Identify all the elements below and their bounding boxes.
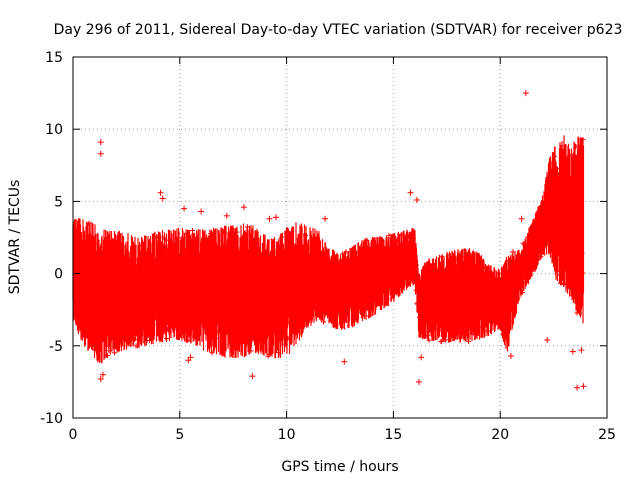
outlier-point bbox=[507, 352, 514, 359]
axes: 0 5 10 15 20 25 -10 -5 0 5 10 15 bbox=[40, 50, 616, 443]
data-point bbox=[466, 338, 471, 344]
outlier-point bbox=[580, 383, 587, 390]
outlier-point bbox=[416, 378, 423, 385]
x-tick-label: 20 bbox=[491, 427, 509, 443]
x-tick-label: 10 bbox=[278, 427, 296, 443]
data-point bbox=[279, 234, 284, 240]
data-point bbox=[234, 229, 240, 235]
outlier-point bbox=[266, 215, 273, 222]
x-tick-label: 5 bbox=[175, 427, 184, 443]
outlier-point bbox=[181, 205, 188, 212]
outlier-point bbox=[574, 384, 581, 391]
y-axis-label: SDTVAR / TECUs bbox=[7, 180, 23, 295]
y-tick-label: 10 bbox=[45, 122, 63, 138]
outlier-point bbox=[198, 208, 205, 215]
outlier-point bbox=[223, 212, 230, 219]
data-point bbox=[164, 335, 169, 341]
outlier-point bbox=[418, 354, 425, 361]
x-axis-label: GPS time / hours bbox=[281, 459, 398, 475]
outlier-point bbox=[544, 337, 551, 344]
plot-frame bbox=[72, 56, 608, 419]
outlier-point bbox=[522, 90, 529, 97]
outlier-point bbox=[99, 371, 106, 378]
outlier-point bbox=[249, 373, 256, 380]
data-point bbox=[190, 228, 195, 234]
chart-title: Day 296 of 2011, Sidereal Day-to-day VTE… bbox=[54, 22, 623, 38]
data-point bbox=[520, 289, 525, 295]
outlier-point bbox=[157, 189, 164, 196]
y-tick-label: 5 bbox=[54, 194, 63, 210]
outlier-point bbox=[413, 196, 420, 203]
y-tick-label: 0 bbox=[54, 267, 63, 283]
data-point bbox=[558, 280, 563, 286]
outlier-point bbox=[407, 189, 414, 196]
outlier-point bbox=[578, 347, 585, 354]
outlier-point bbox=[97, 150, 104, 157]
outlier-point bbox=[569, 348, 576, 355]
outlier-point bbox=[159, 195, 166, 202]
outlier-point bbox=[510, 248, 517, 255]
data-point bbox=[112, 350, 117, 356]
outlier-point bbox=[97, 376, 104, 383]
data-point bbox=[105, 353, 110, 359]
outlier-point bbox=[272, 214, 279, 221]
x-tick-label: 15 bbox=[384, 427, 402, 443]
data-point bbox=[325, 254, 331, 260]
data-point bbox=[188, 338, 194, 344]
data-point bbox=[580, 137, 586, 143]
outlier-point bbox=[97, 139, 104, 146]
data-layer bbox=[72, 90, 587, 391]
outlier-point bbox=[341, 358, 348, 365]
data-point bbox=[426, 337, 432, 343]
x-tick-label: 0 bbox=[69, 427, 78, 443]
outlier-point bbox=[322, 215, 329, 222]
outlier-point bbox=[187, 354, 194, 361]
outlier-point bbox=[240, 204, 247, 211]
outlier-point bbox=[518, 215, 525, 222]
y-tick-label: 15 bbox=[45, 50, 63, 66]
x-tick-label: 25 bbox=[598, 427, 616, 443]
data-point bbox=[248, 348, 254, 354]
y-tick-label: -5 bbox=[49, 339, 63, 355]
y-tick-label: -10 bbox=[40, 411, 63, 427]
